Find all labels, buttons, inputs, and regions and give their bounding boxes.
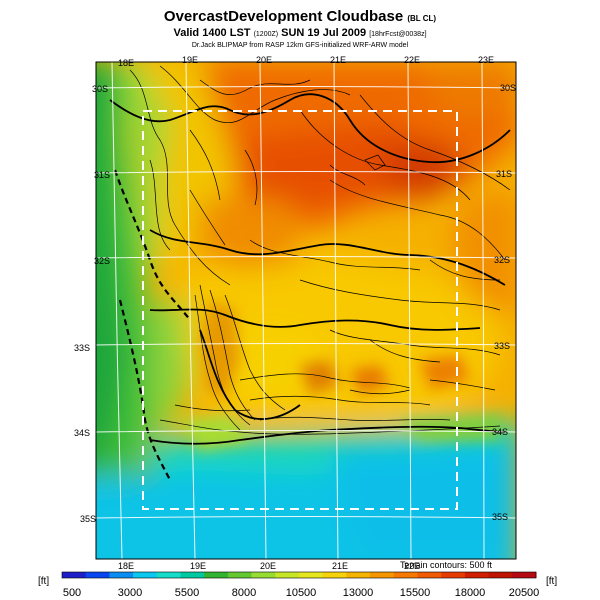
- lat-label-left-31s: 31S: [94, 170, 111, 180]
- lon-label-bottom-21e: 21E: [332, 561, 349, 571]
- lon-label-top-20e: 20E: [256, 55, 273, 65]
- lat-label-right-30s: 30S: [500, 83, 517, 93]
- lat-label-right-32s: 32S: [494, 255, 511, 265]
- colorbar-swatch: [62, 572, 87, 578]
- lat-label-left-30s: 30S: [92, 84, 109, 94]
- colorbar-swatch: [133, 572, 158, 578]
- colorbar-swatch: [370, 572, 395, 578]
- forecast-info: [18hrFcst@0038z]: [369, 31, 427, 38]
- lat-label-right-31s: 31S: [496, 169, 513, 179]
- title-text: OvercastDevelopment Cloudbase: [163, 8, 404, 25]
- colorbar-unit-right: [ft]: [546, 576, 558, 587]
- lat-label-left-34s: 34S: [74, 428, 91, 438]
- colorbar-swatch: [464, 572, 490, 578]
- terrain-contour-note: Terrain contours: 500 ft: [400, 560, 493, 570]
- colorbar-tick: 500: [62, 587, 82, 599]
- terrain-contours: [109, 65, 511, 481]
- lon-label-top-18e: 18E: [118, 58, 135, 68]
- lon-label-top-19e: 19E: [182, 55, 199, 65]
- colorbar-swatch: [204, 572, 229, 578]
- colorbar-tick: 8000: [231, 587, 257, 599]
- lon-label-top-21e: 21E: [330, 55, 347, 65]
- colorbar-tick: 10500: [285, 587, 317, 599]
- colorbar-swatch: [156, 572, 181, 578]
- colorbar-swatch: [85, 572, 110, 578]
- colorbar-swatch: [275, 572, 300, 578]
- colorbar-swatch: [393, 572, 418, 578]
- lon-label-bottom-18e: 18E: [118, 561, 135, 571]
- colorbar-swatch: [227, 572, 253, 578]
- colorbar-tick: 13000: [342, 587, 374, 599]
- colorbar-tick: 20500: [508, 587, 540, 599]
- colorbar-tick: 5500: [174, 587, 200, 599]
- credit-line: Dr.Jack BLIPMAP from RASP 12km GFS-initi…: [191, 42, 409, 49]
- map-frame: [95, 61, 517, 560]
- colorbar-unit-left: [ft]: [38, 576, 50, 587]
- colorbar-swatch: [322, 572, 347, 578]
- colorbar-swatch: [109, 572, 134, 578]
- colorbar-swatch: [299, 572, 324, 578]
- title-suffix: (BL CL): [407, 14, 437, 23]
- lon-label-bottom-20e: 20E: [260, 561, 277, 571]
- lat-label-left-32s: 32S: [94, 256, 111, 266]
- colorbar-tick: 3000: [117, 587, 143, 599]
- lat-label-left-33s: 33S: [74, 343, 91, 353]
- lat-label-right-34s: 34S: [492, 427, 509, 437]
- colorbar-swatch: [180, 572, 205, 578]
- valid-date: SUN 19 Jul 2009: [281, 27, 367, 39]
- inner-domain-box: [142, 110, 458, 510]
- colorbar-swatch: [441, 572, 466, 578]
- colorbar-tick: 18000: [454, 587, 486, 599]
- lat-label-right-35s: 35S: [492, 512, 509, 522]
- colorbar-swatch: [512, 572, 537, 578]
- lon-label-top-22e: 22E: [404, 55, 421, 65]
- lat-lon-grid: [95, 61, 517, 560]
- colorbar-swatch: [251, 572, 276, 578]
- lon-label-top-23e: 23E: [478, 55, 495, 65]
- lat-label-left-35s: 35S: [80, 514, 97, 524]
- lat-label-right-33s: 33S: [494, 341, 511, 351]
- valid-line: Valid 1400 LST (1200Z) SUN 19 Jul 2009 […: [0, 27, 600, 39]
- colorbar-tick: 15500: [399, 587, 431, 599]
- colorbar-swatch: [417, 572, 442, 578]
- colorbar-swatch: [346, 572, 371, 578]
- valid-text: Valid 1400 LST: [173, 27, 251, 39]
- colorbar-swatch: [488, 572, 513, 578]
- lon-label-bottom-22e: 22E: [404, 561, 421, 571]
- lon-label-bottom-19e: 19E: [190, 561, 207, 571]
- map-title: OvercastDevelopment Cloudbase (BL CL): [0, 8, 600, 25]
- colorbar: [61, 571, 537, 579]
- valid-time: (1200Z): [253, 31, 279, 38]
- colorbar-border: [61, 571, 537, 579]
